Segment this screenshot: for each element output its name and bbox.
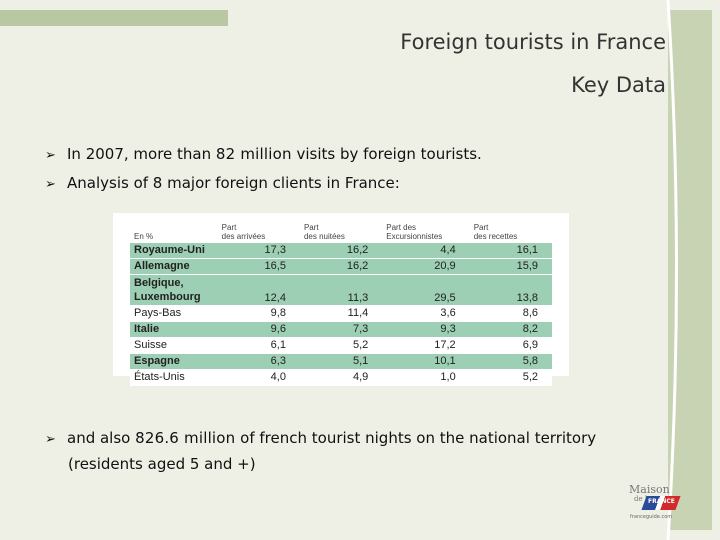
value-cell: 16,1	[469, 243, 552, 259]
header-cell: Part des recettes	[473, 223, 518, 241]
header-cell: Part des arrivées	[221, 223, 266, 241]
bullet-nights-pre: and also	[67, 429, 136, 447]
table-row: Pays-Bas 9,8 11,4 3,6 8,6	[130, 305, 552, 322]
bullet-visits-post: visits by foreign tourists.	[291, 145, 482, 163]
value-cell: 29,5	[382, 274, 470, 306]
country-cell: Royaume-Uni	[130, 243, 218, 259]
value-cell: 5,2	[299, 337, 383, 354]
value-cell: 11,3	[299, 274, 383, 306]
country-cell: Espagne	[130, 353, 218, 370]
table-header-row: En % Part des arrivées Part des nuitées Pa…	[130, 221, 552, 243]
value-cell: 17,3	[217, 243, 300, 259]
value-cell: 4,4	[382, 243, 470, 259]
value-cell: 8,6	[469, 305, 552, 322]
table-row: Italie 9,6 7,3 9,3 8,2	[130, 321, 552, 338]
value-cell: 13,8	[469, 274, 552, 306]
country-cell: Belgique, Luxembourg	[130, 274, 218, 306]
value-cell: 6,1	[217, 337, 300, 354]
bullet-nights: ➢ and also 826.6 million of french touris…	[45, 429, 596, 447]
value-cell: 10,1	[382, 353, 470, 370]
bullet-nights-post: of french tourist nights on the national…	[235, 429, 597, 447]
slide-subtitle: Key Data	[571, 73, 666, 97]
table-row: Espagne 6,3 5,1 10,1 5,8	[130, 353, 552, 370]
right-accent-bar	[668, 10, 712, 530]
value-cell: 12,4	[217, 274, 300, 306]
value-cell: 5,1	[299, 353, 383, 370]
value-cell: 9,8	[217, 305, 300, 322]
header-cell: Part des Excursionnistes	[386, 223, 443, 241]
value-cell: 9,6	[217, 321, 300, 338]
bullet-analysis-text: Analysis of 8 major foreign clients in F…	[67, 174, 400, 192]
slide-title: Foreign tourists in France	[400, 30, 666, 54]
value-cell: 15,9	[469, 258, 552, 275]
value-cell: 1,0	[382, 369, 470, 386]
value-cell: 6,3	[217, 353, 300, 370]
bullet-nights-bold: 826.6 million	[135, 429, 236, 447]
tourism-table-image: En % Part des arrivées Part des nuitées Pa…	[113, 213, 569, 386]
bullet-visits-bold: 82 million	[215, 145, 292, 163]
value-cell: 5,2	[469, 369, 552, 386]
table-row: Royaume-Uni 17,3 16,2 4,4 16,1	[130, 243, 552, 259]
value-cell: 20,9	[382, 258, 470, 275]
value-cell: 11,4	[299, 305, 383, 322]
value-cell: 16,2	[299, 258, 383, 275]
bullet-visits: ➢ In 2007, more than 82 million visits by…	[45, 145, 482, 163]
value-cell: 4,9	[299, 369, 383, 386]
header-cell: Part des nuitées	[303, 223, 345, 241]
value-cell: 16,5	[217, 258, 300, 275]
value-cell: 17,2	[382, 337, 470, 354]
value-cell: 5,8	[469, 353, 552, 370]
maison-de-la-france-logo: Maison de la FRANCE franceguide.com	[626, 483, 682, 525]
value-cell: 7,3	[299, 321, 383, 338]
table-row: Allemagne 16,5 16,2 20,9 15,9	[130, 258, 552, 275]
value-cell: 6,9	[469, 337, 552, 354]
country-cell: Allemagne	[130, 258, 218, 275]
value-cell: 9,3	[382, 321, 470, 338]
value-cell: 8,2	[469, 321, 552, 338]
country-cell: Italie	[130, 321, 218, 338]
country-cell: États-Unis	[130, 369, 218, 386]
table-row: Suisse 6,1 5,2 17,2 6,9	[130, 337, 552, 354]
arrow-bullet-icon: ➢	[45, 148, 56, 163]
value-cell: 4,0	[217, 369, 300, 386]
bullet-analysis: ➢ Analysis of 8 major foreign clients in …	[45, 174, 400, 192]
arrow-bullet-icon: ➢	[45, 177, 56, 192]
country-cell: Suisse	[130, 337, 218, 354]
value-cell: 3,6	[382, 305, 470, 322]
arrow-bullet-icon: ➢	[45, 432, 56, 447]
top-accent-bar	[0, 10, 228, 26]
table-row: Belgique, Luxembourg 12,4 11,3 29,5 13,8	[130, 274, 552, 306]
tourism-table: En % Part des arrivées Part des nuitées Pa…	[130, 221, 552, 386]
bullet-nights-continuation: (residents aged 5 and +)	[68, 455, 256, 473]
bullet-visits-pre: In 2007, more than	[67, 145, 216, 163]
country-cell: Pays-Bas	[130, 305, 218, 322]
header-cell: En %	[134, 232, 154, 241]
table-row: États-Unis 4,0 4,9 1,0 5,2	[130, 369, 552, 386]
value-cell: 16,2	[299, 243, 383, 259]
